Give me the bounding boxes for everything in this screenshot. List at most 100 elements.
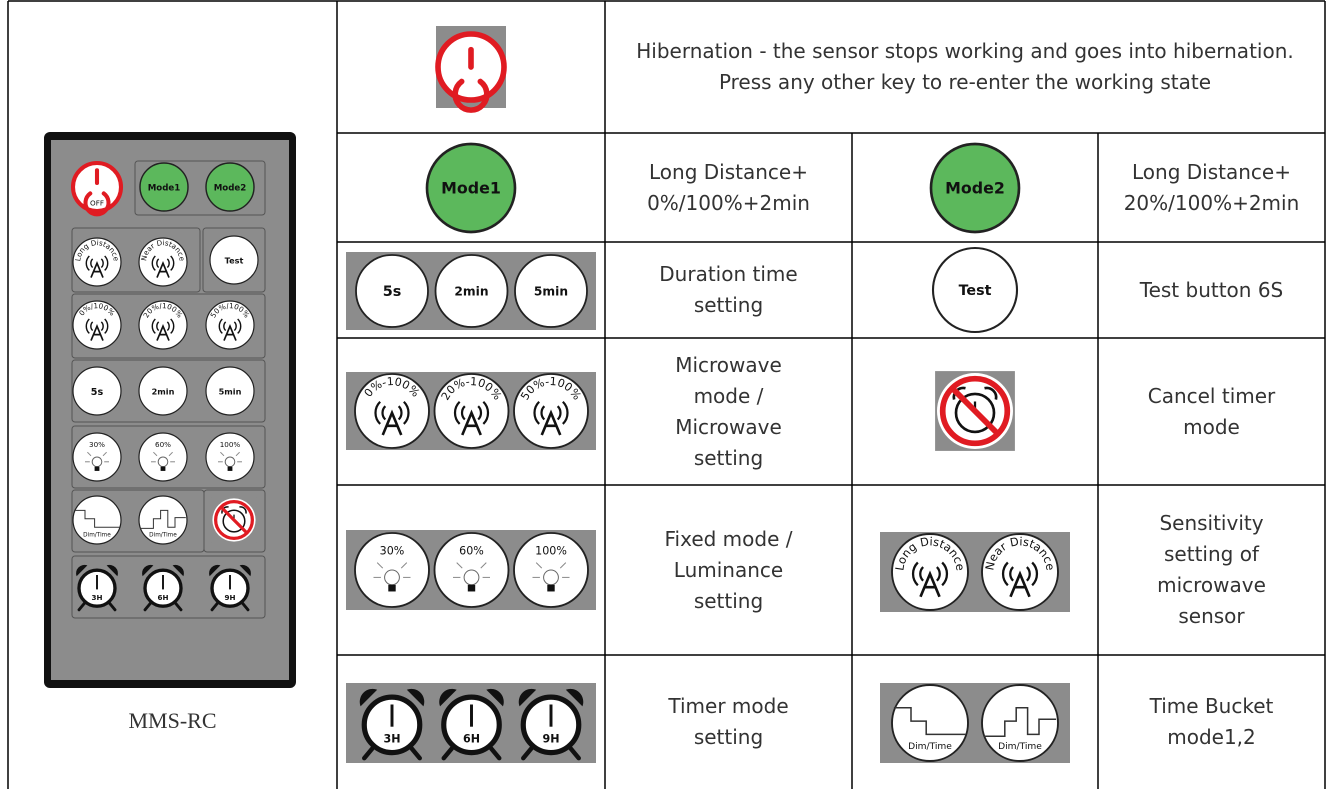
button-group-frame	[202, 227, 266, 293]
button-group-frame	[71, 425, 266, 489]
bulb	[384, 569, 400, 586]
description: Long Distance+ 20%/100%+2min	[1123, 159, 1300, 215]
button-label: Mode2	[945, 179, 1005, 198]
bulb-ray	[153, 451, 158, 457]
button-circle	[514, 254, 588, 328]
button-label: 60%	[459, 545, 484, 558]
button-label: 2min	[152, 387, 175, 397]
bulb-ray	[102, 451, 107, 457]
button-group-frame	[71, 359, 266, 423]
remote-model: MMS-RC	[128, 708, 217, 733]
description-cell: Timer mode setting	[605, 655, 852, 789]
description: Duration time setting	[659, 262, 798, 317]
table-borders	[7, 0, 1326, 789]
bulb-base	[160, 466, 166, 471]
bulb-ray	[168, 451, 173, 457]
antenna-waves	[85, 318, 109, 334]
cancel-slash	[950, 386, 1000, 436]
clock-legs	[143, 601, 183, 612]
alarm-face	[954, 392, 996, 434]
button-label: Mode2	[214, 184, 247, 194]
button-label: 9H	[224, 593, 235, 602]
button-group-frame	[71, 555, 266, 619]
bulb-ray	[456, 562, 463, 569]
button-label: 5s	[383, 284, 402, 300]
button-label: 30%	[380, 545, 405, 558]
description-cell: Fixed mode / Luminance setting	[605, 485, 852, 655]
bulb	[157, 456, 169, 468]
dim-profile	[983, 707, 1057, 738]
button-label: 6H	[157, 593, 168, 602]
bulb-ray	[480, 562, 487, 569]
dim-profile	[74, 509, 120, 528]
button-label: 3H	[383, 733, 400, 746]
bulb-base	[547, 584, 555, 592]
button-group-frame	[203, 489, 266, 553]
button-circle	[931, 246, 1019, 334]
clock-legs	[441, 744, 502, 761]
description-cell: Test button 6S	[1098, 242, 1325, 338]
hibernation-desc: Hibernation - the sensor stops working a…	[636, 39, 1294, 94]
button-circle	[205, 162, 255, 212]
button-label: Dim/Time	[998, 742, 1042, 752]
description-cell: Long Distance+ 20%/100%+2min	[1098, 133, 1325, 242]
clock-legs	[77, 601, 117, 612]
description-cell: Sensitivity setting of microwave sensor	[1098, 485, 1325, 655]
description: Timer mode setting	[668, 694, 789, 749]
button-group-frame	[71, 227, 201, 293]
antenna-waves	[151, 255, 175, 271]
button-label: Mode1	[148, 184, 181, 194]
description: Cancel timer mode	[1147, 383, 1276, 439]
button-label: 3H	[91, 593, 102, 602]
button-label: 0%/100%	[77, 301, 117, 318]
button-label: Mode1	[441, 179, 501, 198]
dim-profile	[140, 509, 186, 529]
bulb	[463, 569, 480, 586]
button-label: Dim/Time	[149, 532, 177, 538]
button-label: Test	[959, 283, 992, 299]
button-label: 60%	[155, 440, 171, 449]
bulb-base	[388, 584, 396, 592]
description-cell: Microwave mode / Microwave setting	[605, 338, 852, 485]
bulb-ray	[87, 451, 92, 457]
bulb	[224, 456, 236, 468]
antenna	[540, 409, 562, 436]
antenna-waves	[374, 400, 410, 425]
button-label: 100%	[535, 545, 567, 558]
button-circle	[891, 684, 969, 762]
button-label: 9H	[542, 733, 559, 746]
description: Microwave mode / Microwave setting	[675, 352, 782, 470]
bulb	[91, 456, 103, 468]
clock-legs	[210, 601, 250, 612]
button-circle	[72, 366, 122, 416]
bulb-ray	[235, 451, 240, 457]
description: Test button 6S	[1139, 277, 1284, 302]
cancel-ring	[214, 500, 254, 540]
antenna	[919, 570, 941, 598]
antenna	[90, 261, 104, 278]
antenna-waves	[85, 255, 109, 271]
clock-legs	[362, 744, 422, 761]
button-label-wrap: 0%/100%	[77, 301, 117, 318]
description-cell: Duration time setting	[605, 242, 852, 338]
antenna-waves	[453, 400, 490, 425]
button-circle	[205, 366, 255, 416]
antenna-waves	[1001, 561, 1039, 587]
button-circle	[355, 254, 429, 328]
button-group-frame	[71, 293, 266, 359]
button-circle	[72, 495, 122, 545]
hibernation-text: Hibernation - the sensor stops working a…	[605, 1, 1325, 133]
power-symbol	[83, 191, 111, 217]
clock-legs	[521, 744, 581, 761]
description: Sensitivity setting of microwave sensor	[1157, 511, 1266, 628]
antenna	[90, 324, 104, 341]
button-label: 30%	[89, 440, 105, 449]
button-circle	[434, 254, 509, 328]
button-label: Dim/Time	[908, 742, 952, 752]
button-label: 5min	[219, 387, 242, 397]
description: Time Bucket mode1,2	[1149, 694, 1274, 749]
bulb-base	[467, 584, 476, 592]
button-label: Dim/Time	[83, 532, 111, 538]
